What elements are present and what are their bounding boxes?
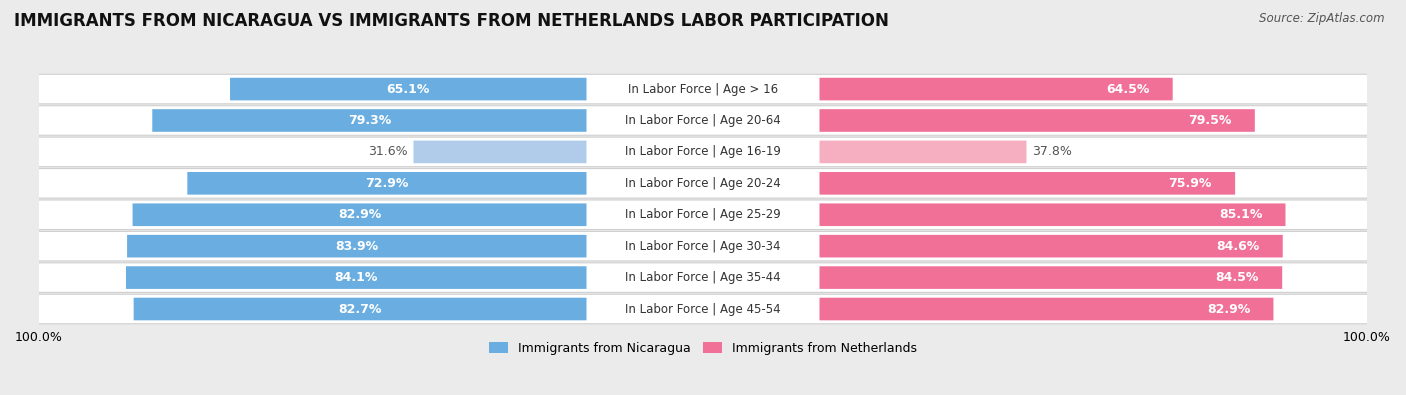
Text: 84.5%: 84.5%	[1216, 271, 1258, 284]
Text: In Labor Force | Age > 16: In Labor Force | Age > 16	[628, 83, 778, 96]
FancyBboxPatch shape	[187, 172, 586, 195]
FancyBboxPatch shape	[820, 298, 1274, 320]
FancyBboxPatch shape	[820, 172, 1234, 195]
FancyBboxPatch shape	[820, 266, 1282, 289]
Text: 64.5%: 64.5%	[1107, 83, 1149, 96]
Text: 72.9%: 72.9%	[366, 177, 409, 190]
FancyBboxPatch shape	[231, 78, 586, 100]
FancyBboxPatch shape	[820, 203, 1285, 226]
FancyBboxPatch shape	[820, 235, 1282, 258]
FancyBboxPatch shape	[152, 109, 586, 132]
FancyBboxPatch shape	[38, 231, 1368, 261]
Text: 82.9%: 82.9%	[337, 208, 381, 221]
Text: In Labor Force | Age 20-24: In Labor Force | Age 20-24	[626, 177, 780, 190]
Text: 79.5%: 79.5%	[1188, 114, 1232, 127]
FancyBboxPatch shape	[38, 263, 1368, 292]
FancyBboxPatch shape	[413, 141, 586, 163]
Text: 65.1%: 65.1%	[387, 83, 430, 96]
FancyBboxPatch shape	[127, 266, 586, 289]
Text: Source: ZipAtlas.com: Source: ZipAtlas.com	[1260, 12, 1385, 25]
Text: In Labor Force | Age 25-29: In Labor Force | Age 25-29	[626, 208, 780, 221]
FancyBboxPatch shape	[38, 137, 1368, 167]
Text: 84.1%: 84.1%	[335, 271, 378, 284]
Text: In Labor Force | Age 35-44: In Labor Force | Age 35-44	[626, 271, 780, 284]
Text: 83.9%: 83.9%	[335, 240, 378, 253]
Text: 82.9%: 82.9%	[1206, 303, 1250, 316]
FancyBboxPatch shape	[38, 294, 1368, 324]
Legend: Immigrants from Nicaragua, Immigrants from Netherlands: Immigrants from Nicaragua, Immigrants fr…	[484, 337, 922, 360]
FancyBboxPatch shape	[820, 78, 1173, 100]
FancyBboxPatch shape	[820, 141, 1026, 163]
FancyBboxPatch shape	[127, 235, 586, 258]
Text: 37.8%: 37.8%	[1032, 145, 1073, 158]
Text: 31.6%: 31.6%	[368, 145, 408, 158]
Text: 75.9%: 75.9%	[1168, 177, 1212, 190]
FancyBboxPatch shape	[38, 169, 1368, 198]
FancyBboxPatch shape	[820, 109, 1254, 132]
Text: 85.1%: 85.1%	[1219, 208, 1263, 221]
Text: IMMIGRANTS FROM NICARAGUA VS IMMIGRANTS FROM NETHERLANDS LABOR PARTICIPATION: IMMIGRANTS FROM NICARAGUA VS IMMIGRANTS …	[14, 12, 889, 30]
FancyBboxPatch shape	[132, 203, 586, 226]
FancyBboxPatch shape	[38, 74, 1368, 104]
Text: 84.6%: 84.6%	[1216, 240, 1260, 253]
Text: In Labor Force | Age 30-34: In Labor Force | Age 30-34	[626, 240, 780, 253]
Text: In Labor Force | Age 20-64: In Labor Force | Age 20-64	[626, 114, 780, 127]
Text: In Labor Force | Age 16-19: In Labor Force | Age 16-19	[626, 145, 780, 158]
Text: In Labor Force | Age 45-54: In Labor Force | Age 45-54	[626, 303, 780, 316]
Text: 79.3%: 79.3%	[347, 114, 391, 127]
FancyBboxPatch shape	[38, 200, 1368, 229]
FancyBboxPatch shape	[134, 298, 586, 320]
Text: 82.7%: 82.7%	[339, 303, 382, 316]
FancyBboxPatch shape	[38, 106, 1368, 135]
